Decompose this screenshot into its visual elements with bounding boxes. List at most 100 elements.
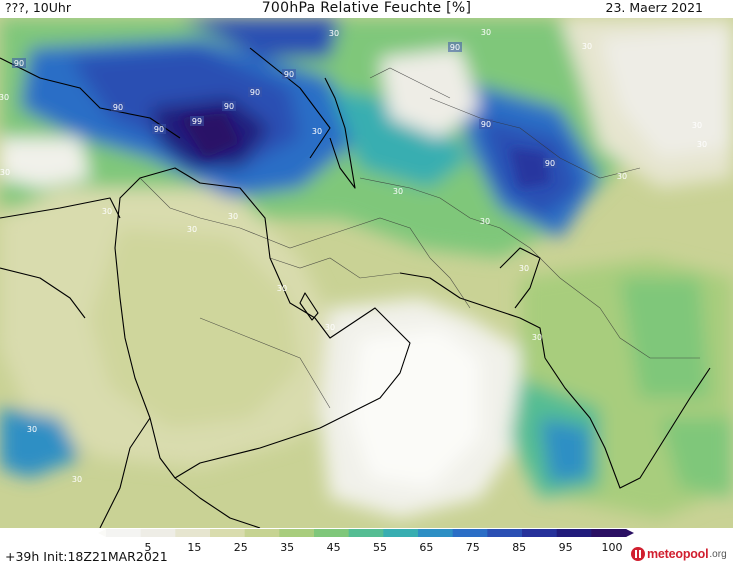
contour-label: 30 [102,207,112,216]
contour-label: 30 [329,29,339,38]
svg-text:30: 30 [0,93,9,102]
scale-segment [348,529,384,537]
scale-tick-label: 85 [512,541,527,554]
coastlines [0,47,711,528]
svg-text:90: 90 [250,88,260,97]
svg-text:30: 30 [187,225,197,234]
scale-arrow-left [98,529,106,537]
logo-tld: .org [709,548,727,560]
scale-segment [556,529,592,537]
svg-text:99: 99 [192,117,202,126]
scale-segment [452,529,488,537]
color-scale: 5 15 25 35 45 55 65 75 85 95 100 [98,528,634,564]
svg-text:90: 90 [481,120,491,129]
scale-tick-label: 15 [187,541,202,554]
svg-text:90: 90 [113,103,123,112]
scale-tick-label: 100 [601,541,623,554]
scale-tick-label: 95 [558,541,573,554]
svg-text:90: 90 [284,70,294,79]
contour-label: 30 [697,140,707,149]
svg-text:30: 30 [582,42,592,51]
valid-date: 23. Maerz 2021 [605,0,703,15]
contour-label: 30 [393,187,403,196]
contour-label: 90 [248,87,262,97]
scale-tick-label: 25 [233,541,248,554]
contour-label: 30 [187,225,197,234]
valid-day-label: ???, 10Uhr [5,0,71,15]
svg-text:30: 30 [0,168,10,177]
svg-text:30: 30 [519,264,529,273]
meteopool-logo-icon [631,547,645,561]
scale-tick-label: 65 [419,541,434,554]
model-run-info: +39h Init:18Z21MAR2021 [5,549,168,564]
scale-segment [244,529,280,537]
contour-label: 30 [0,168,10,177]
scale-tick-label: 75 [465,541,480,554]
svg-text:90: 90 [224,102,234,111]
contour-label: 90 [282,69,296,79]
scale-tick-label: 35 [280,541,295,554]
contour-label: 90 [152,124,166,134]
svg-text:30: 30 [27,425,37,434]
scale-segment [591,529,627,537]
map-title: 700hPa Relative Feuchte [%] [261,0,472,16]
scale-segment [522,529,558,537]
scale-segment [418,529,454,537]
contour-label: 90 [543,158,557,168]
svg-text:30: 30 [697,140,707,149]
scale-segment [383,529,419,537]
contour-labels: 90 90 90 90 90 90 90 99 90 90 90 30 30 3… [0,28,707,484]
scale-segment [210,529,246,537]
contour-label: 90 [448,42,462,52]
svg-text:30: 30 [228,212,238,221]
color-scale-bar [98,529,634,537]
contour-label: 30 [27,425,37,434]
svg-text:30: 30 [692,121,702,130]
svg-text:30: 30 [393,187,403,196]
svg-text:90: 90 [450,43,460,52]
contour-label: 99 [190,116,204,126]
contour-label: 30 [480,217,490,226]
scale-tick-label: 5 [144,541,152,554]
country-borders [139,67,700,409]
scale-segment [175,529,211,537]
contour-label: 30 [582,42,592,51]
svg-text:90: 90 [14,59,24,68]
contour-label: 30 [617,172,627,181]
contour-label: 30 [277,284,287,293]
contour-label: 30 [228,212,238,221]
contour-label: 30 [72,475,82,484]
humidity-map: 90 90 90 90 90 90 90 99 90 90 90 30 30 3… [0,18,733,528]
contour-label: 30 [532,333,542,342]
svg-text:90: 90 [154,125,164,134]
contour-label: 30 [325,323,335,332]
contour-label: 90 [479,119,493,129]
meteopool-logo[interactable]: meteopool .org [631,545,727,563]
contour-label: 90 [222,101,236,111]
scale-segment [279,529,315,537]
contour-label: 30 [481,28,491,37]
scale-segment [487,529,523,537]
svg-text:30: 30 [329,29,339,38]
scale-segment [140,529,176,537]
svg-text:30: 30 [532,333,542,342]
logo-name: meteopool [647,547,709,561]
scale-segment [314,529,350,537]
svg-text:30: 30 [312,127,322,136]
contour-label: 90 [111,102,125,112]
svg-text:30: 30 [481,28,491,37]
svg-text:30: 30 [325,323,335,332]
contour-label: 30 [519,264,529,273]
svg-text:30: 30 [277,284,287,293]
svg-text:30: 30 [102,207,112,216]
contour-label: 90 [12,58,26,68]
scale-segment [106,529,142,537]
svg-text:90: 90 [545,159,555,168]
scale-tick-label: 55 [373,541,387,554]
svg-text:30: 30 [72,475,82,484]
svg-text:30: 30 [480,217,490,226]
scale-arrow-right [626,529,634,537]
svg-text:30: 30 [617,172,627,181]
contour-label: 30 [0,93,9,102]
